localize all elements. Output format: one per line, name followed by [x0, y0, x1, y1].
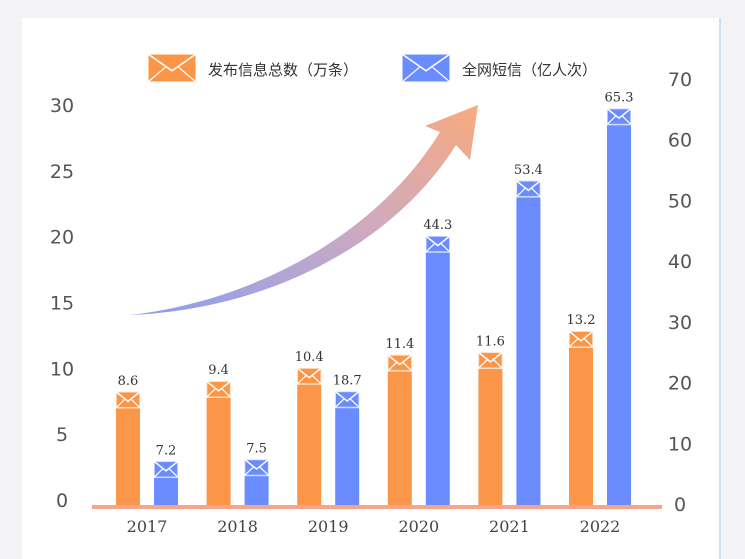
- year-label: 2018: [217, 517, 258, 536]
- bar-envelope-icon: [153, 460, 179, 479]
- bar-envelope-icon: [606, 107, 632, 126]
- left-tick-label: 20: [50, 227, 74, 249]
- left-tick-label: 0: [56, 490, 68, 512]
- year-label: 2020: [398, 517, 439, 536]
- bar-envelope-icon: [477, 351, 504, 370]
- data-label: 8.6: [118, 374, 139, 389]
- blue-bar: [607, 108, 631, 506]
- left-tick-label: 10: [50, 358, 74, 380]
- left-tick-label: 15: [50, 293, 74, 315]
- left-tick-label: 25: [50, 161, 74, 183]
- blue-bar: [335, 391, 360, 505]
- data-label: 7.5: [246, 441, 267, 456]
- legend-label: 发布信息总数（万条）: [208, 61, 358, 79]
- bar-envelope-icon: [334, 390, 360, 409]
- orange-bar: [387, 354, 412, 505]
- bar-envelope-icon: [205, 380, 232, 398]
- right-tick-label: 50: [668, 190, 692, 212]
- left-tick-label: 30: [50, 95, 74, 117]
- blue-bar: [425, 236, 450, 506]
- orange-bar: [297, 368, 322, 505]
- bars: 8.6 7.2 9.4 7.5 10.4 18.7 11.4 44.3 11.6 53.4 13.2…: [115, 91, 634, 506]
- trend-arrow: [130, 105, 478, 315]
- bar-envelope-icon: [243, 458, 270, 477]
- data-label: 11.4: [385, 337, 414, 352]
- bar-envelope-icon: [425, 235, 451, 253]
- right-tick-label: 60: [668, 130, 692, 152]
- legend: 发布信息总数（万条） 全网短信（亿人次）: [147, 53, 597, 83]
- year-label: 2022: [580, 517, 621, 536]
- orange-bar: [569, 331, 593, 505]
- orange-bar: [116, 391, 140, 505]
- right-tick-label: 10: [668, 433, 692, 455]
- year-label: 2021: [489, 517, 530, 536]
- data-label: 18.7: [333, 373, 362, 388]
- orange-bar: [206, 381, 231, 505]
- data-label: 65.3: [605, 91, 634, 106]
- right-tick-label: 0: [674, 494, 686, 516]
- bar-envelope-icon: [115, 391, 141, 409]
- data-label: 9.4: [208, 363, 229, 378]
- blue-bar: [516, 180, 541, 506]
- orange-bar: [478, 352, 503, 505]
- data-label: 7.2: [156, 443, 177, 458]
- left-tick-label: 5: [56, 424, 68, 446]
- year-label: 2017: [127, 517, 168, 536]
- data-label: 53.4: [514, 163, 543, 178]
- data-label: 44.3: [423, 218, 452, 233]
- data-label: 11.6: [476, 334, 505, 349]
- right-tick-label: 20: [668, 373, 692, 395]
- right-tick-label: 40: [668, 251, 692, 273]
- legend-envelope-icon: [147, 53, 197, 83]
- bar-envelope-icon: [515, 180, 542, 198]
- bar-envelope-icon: [568, 330, 594, 348]
- data-label: 13.2: [567, 313, 596, 328]
- right-tick-label: 70: [668, 69, 692, 91]
- legend-label: 全网短信（亿人次）: [462, 61, 597, 79]
- axes: 0 5 10 15 20 25 30 0 10 20 30 40 50 60 70 2017 2018 2019 2…: [50, 69, 692, 536]
- bar-envelope-icon: [387, 354, 413, 372]
- year-label: 2019: [308, 517, 349, 536]
- data-label: 10.4: [295, 350, 324, 365]
- right-tick-label: 30: [668, 312, 692, 334]
- bar-envelope-icon: [296, 367, 322, 385]
- legend-envelope-icon: [401, 53, 451, 83]
